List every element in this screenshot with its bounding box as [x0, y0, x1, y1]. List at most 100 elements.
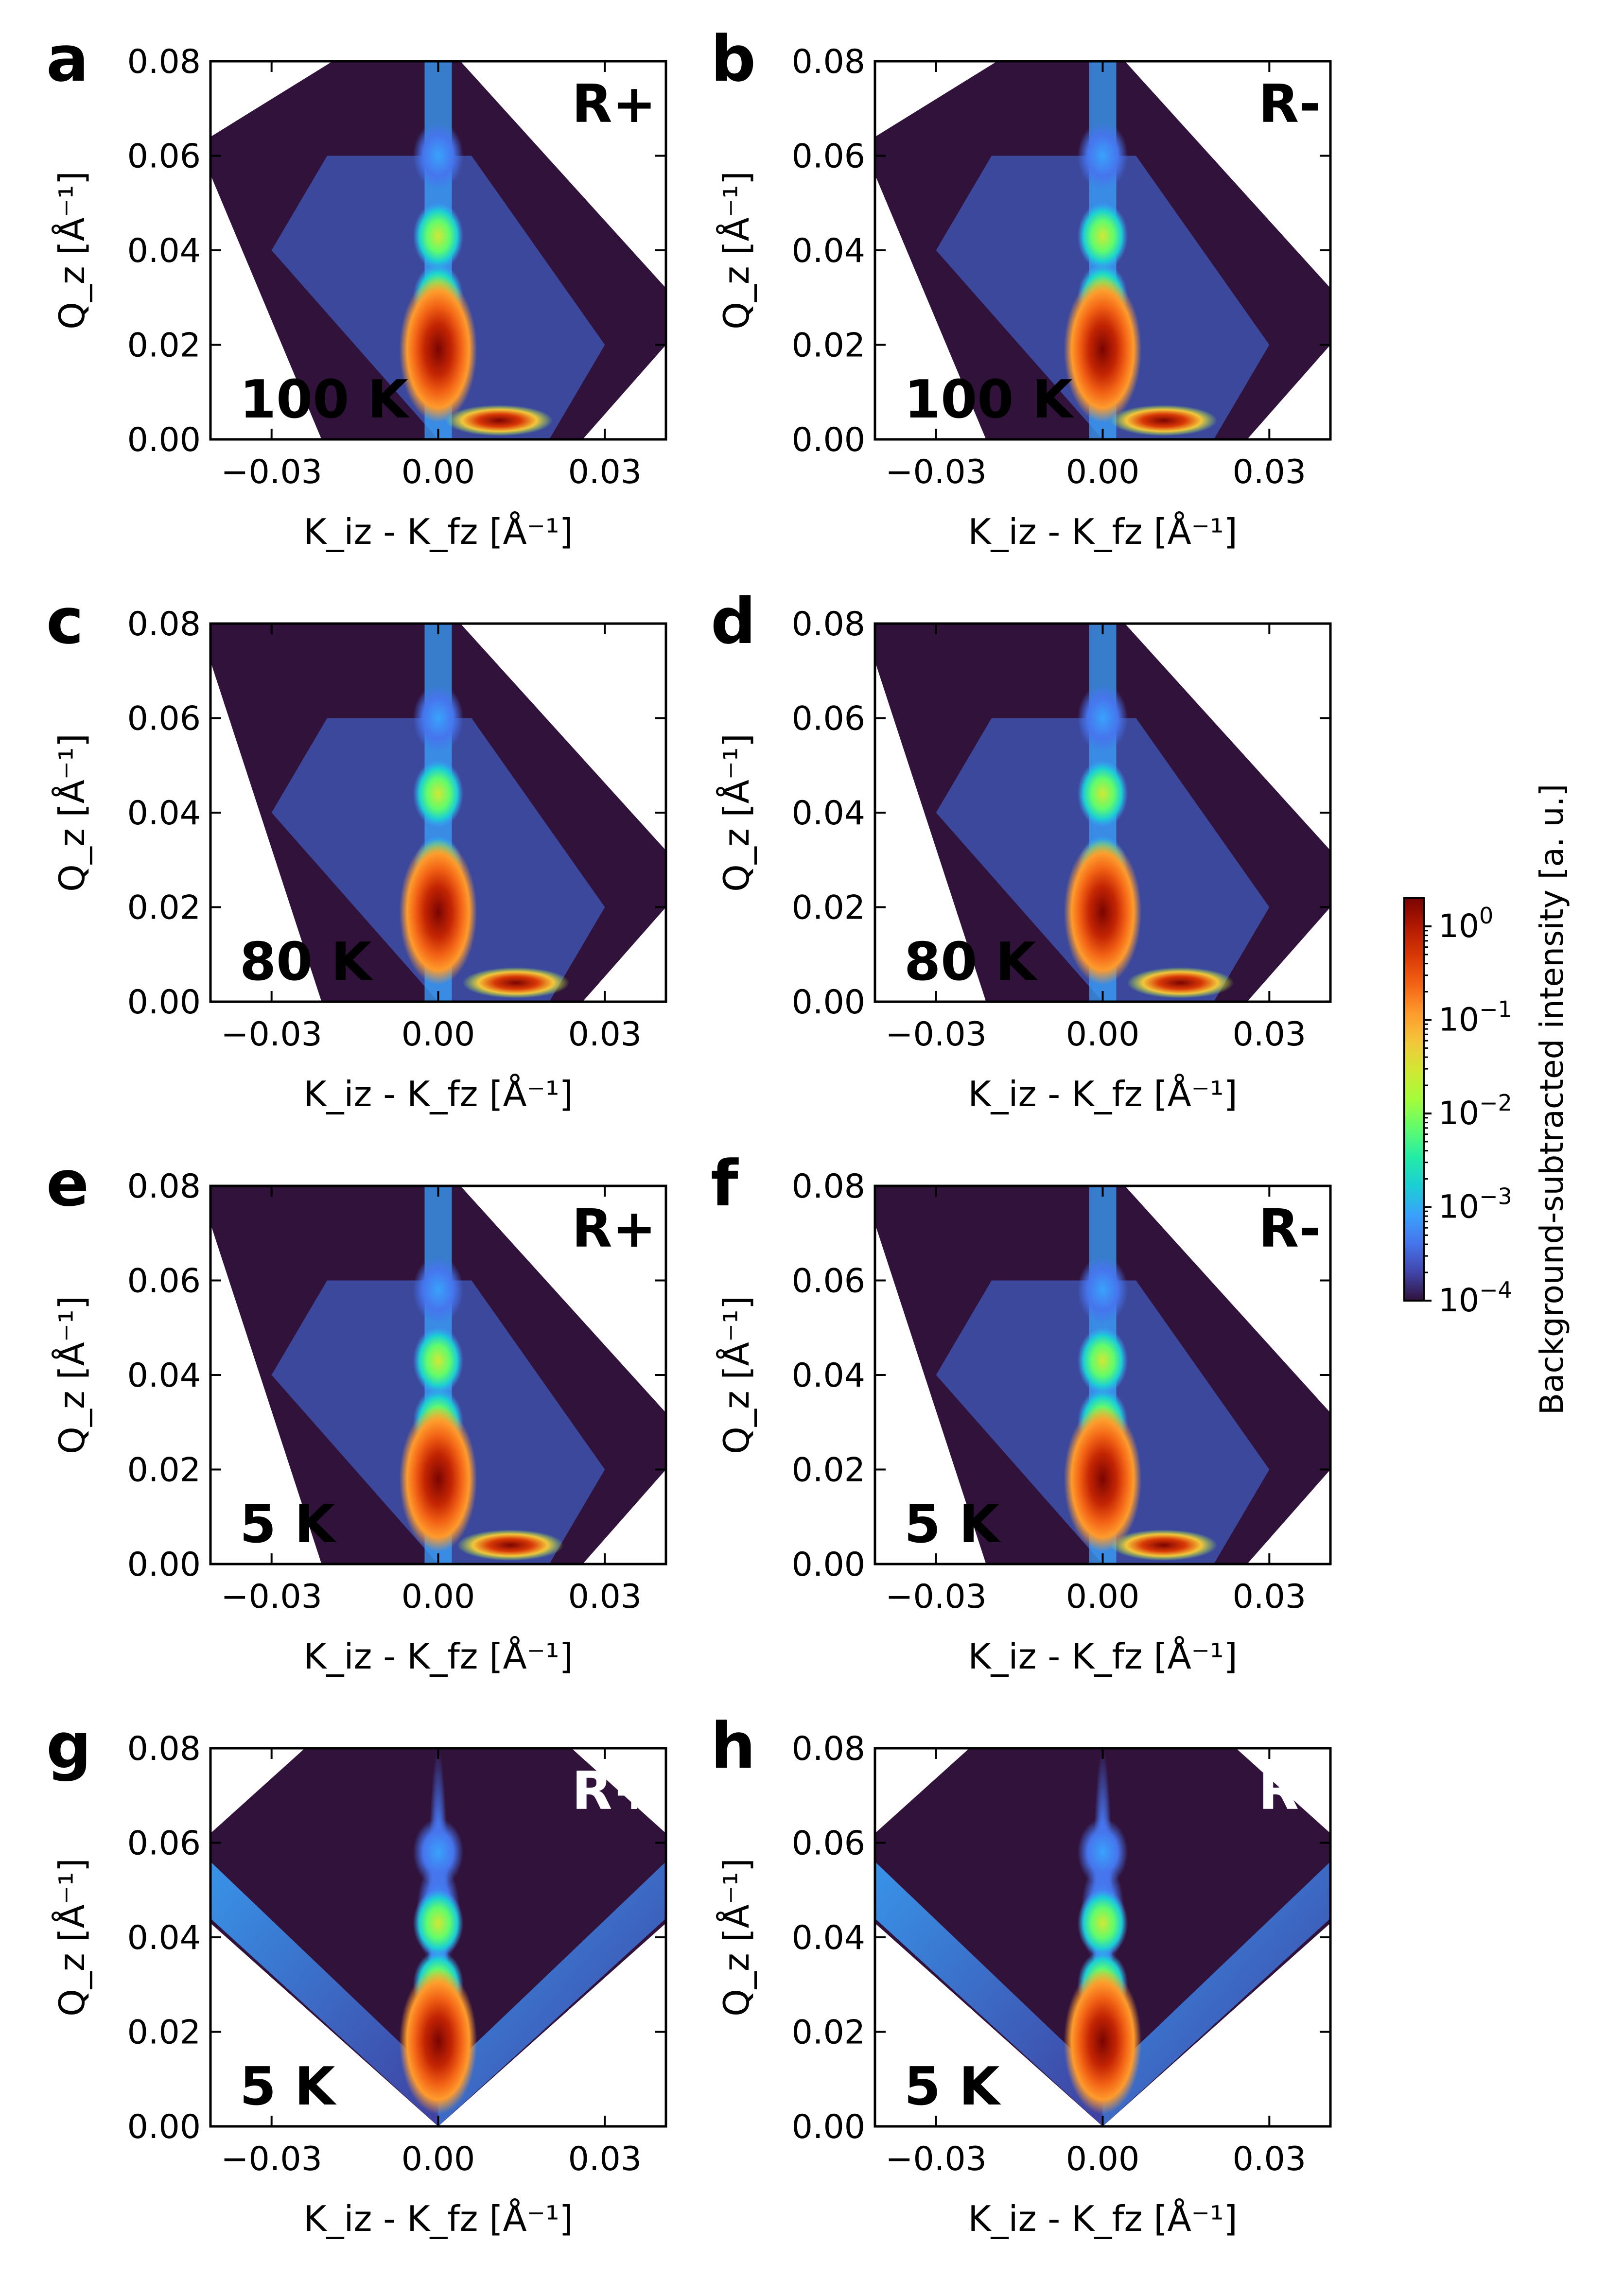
y-tick-label: 0.04: [792, 1919, 865, 1957]
specular-peak: [1064, 277, 1142, 423]
polarization-label: R+: [572, 636, 656, 697]
heatmap-f: [875, 1186, 1330, 1564]
panel-letter: h: [711, 1709, 756, 1783]
x-tick-label: 0.03: [1233, 2140, 1306, 2178]
panel-a: −0.03 0.00 0.03 0.00 0.02 0.04 0.06 0.08 K_iz - …: [46, 22, 667, 552]
y-tick-label: 0.06: [792, 700, 865, 738]
rod-peak: [413, 1818, 464, 1886]
rod-peak: [1077, 1326, 1128, 1395]
temperature-label: 100 K: [904, 369, 1074, 430]
rod-peak: [1077, 684, 1128, 752]
y-tick-label: 0.04: [792, 1357, 865, 1395]
x-tick-label: 0.03: [1233, 453, 1306, 491]
temperature-label: 5 K: [240, 2056, 337, 2117]
x-tick-label: −0.03: [885, 1578, 986, 1616]
lower-peak: [1127, 967, 1234, 999]
rod-peak: [413, 122, 464, 190]
x-axis-label: K_iz - K_fz [Å⁻¹]: [968, 2198, 1237, 2239]
polarization-label: R-: [1258, 74, 1321, 135]
y-axis-label: Q_z [Å⁻¹]: [716, 171, 757, 330]
y-tick-label: 0.08: [792, 1730, 865, 1768]
heatmap-b: [875, 61, 1330, 439]
panel-letter: a: [46, 22, 89, 96]
y-tick-label: 0.06: [792, 1825, 865, 1863]
panel-letter: b: [711, 22, 756, 96]
temperature-label: 80 K: [904, 932, 1038, 992]
specular-peak: [399, 1406, 477, 1552]
simulation-wing-left: [210, 1861, 438, 2126]
y-tick-label: 0.04: [127, 1357, 201, 1395]
y-axis-label: Q_z [Å⁻¹]: [716, 1296, 757, 1454]
y-tick-label: 0.00: [127, 2108, 201, 2146]
simulation-wing-left: [875, 1861, 1103, 2126]
polarization-label: R+: [572, 1761, 656, 1822]
x-tick-label: 0.03: [568, 1015, 642, 1054]
panels-group: −0.03 0.00 0.03 0.00 0.02 0.04 0.06 0.08 K_iz - …: [46, 22, 1332, 2239]
x-tick-label: 0.03: [568, 453, 642, 491]
y-axis-label: Q_z [Å⁻¹]: [52, 1858, 92, 2017]
colorbar-tick-label: 100: [1438, 903, 1493, 945]
y-tick-label: 0.02: [792, 1451, 865, 1490]
polarization-label: R-: [1258, 636, 1321, 697]
x-tick-label: −0.03: [885, 2140, 986, 2178]
y-tick-label: 0.08: [127, 43, 201, 81]
panel-c: −0.03 0.00 0.03 0.00 0.02 0.04 0.06 0.08 K_iz - …: [46, 584, 667, 1114]
y-tick-label: 0.02: [127, 327, 201, 365]
y-tick-label: 0.04: [127, 232, 201, 270]
y-tick-label: 0.06: [792, 138, 865, 176]
rod-peak: [1077, 760, 1128, 828]
panel-e: −0.03 0.00 0.03 0.00 0.02 0.04 0.06 0.08 K_iz - …: [46, 1147, 667, 1677]
colorbar-tick-label: 10−3: [1438, 1183, 1512, 1225]
x-axis-label: K_iz - K_fz [Å⁻¹]: [303, 1074, 573, 1114]
y-tick-label: 0.00: [792, 1546, 865, 1584]
x-tick-label: −0.03: [885, 1015, 986, 1054]
y-tick-label: 0.02: [792, 327, 865, 365]
rod-peak: [413, 1889, 464, 1957]
specular-peak: [399, 277, 477, 423]
colorbar-tick-label: 10−4: [1438, 1277, 1512, 1319]
rod-peak: [413, 202, 464, 270]
x-axis-label: K_iz - K_fz [Å⁻¹]: [303, 1636, 573, 1677]
x-tick-label: 0.00: [1066, 2140, 1139, 2178]
specular-peak: [399, 1968, 477, 2114]
y-tick-label: 0.08: [792, 43, 865, 81]
rod-peak: [413, 760, 464, 828]
polarization-label: R+: [572, 1199, 656, 1259]
y-tick-label: 0.06: [127, 1262, 201, 1301]
specular-peak: [399, 839, 477, 985]
y-tick-label: 0.00: [127, 983, 201, 1022]
heatmap-g: [210, 1748, 666, 2126]
x-tick-label: 0.00: [1066, 1015, 1139, 1054]
y-tick-label: 0.08: [792, 605, 865, 644]
panel-letter: c: [46, 584, 84, 658]
simulation-wing-right: [1102, 1861, 1330, 2126]
rod-peak: [413, 684, 464, 752]
x-tick-label: 0.00: [402, 453, 475, 491]
lower-peak: [1110, 1530, 1218, 1561]
y-tick-label: 0.08: [127, 1167, 201, 1206]
y-axis-label: Q_z [Å⁻¹]: [716, 733, 757, 892]
rod-peak: [413, 1255, 464, 1324]
y-tick-label: 0.08: [127, 605, 201, 644]
x-tick-label: 0.03: [1233, 1578, 1306, 1616]
x-tick-label: 0.00: [402, 1015, 475, 1054]
x-axis-label: K_iz - K_fz [Å⁻¹]: [968, 1074, 1237, 1114]
polarization-label: R-: [1258, 1761, 1321, 1822]
panel-letter: e: [46, 1147, 89, 1220]
y-tick-label: 0.00: [792, 983, 865, 1022]
x-axis-label: K_iz - K_fz [Å⁻¹]: [968, 1636, 1237, 1677]
x-tick-label: 0.00: [1066, 453, 1139, 491]
x-tick-label: 0.00: [402, 1578, 475, 1616]
colorbar-label: Background-subtracted intensity [a. u.]: [1533, 784, 1571, 1415]
panel-f: −0.03 0.00 0.03 0.00 0.02 0.04 0.06 0.08 K_iz - …: [711, 1147, 1332, 1677]
panel-letter: f: [711, 1147, 739, 1220]
x-tick-label: −0.03: [221, 1578, 322, 1616]
heatmap-a: [210, 61, 666, 439]
heatmap-e: [210, 1186, 666, 1564]
panel-g: −0.03 0.00 0.03 0.00 0.02 0.04 0.06 0.08 K_iz - …: [46, 1709, 667, 2239]
temperature-label: 80 K: [240, 932, 373, 992]
specular-peak: [1064, 839, 1142, 985]
panel-h: −0.03 0.00 0.03 0.00 0.02 0.04 0.06 0.08 K_iz - …: [711, 1709, 1332, 2239]
panel-letter: d: [711, 584, 756, 658]
